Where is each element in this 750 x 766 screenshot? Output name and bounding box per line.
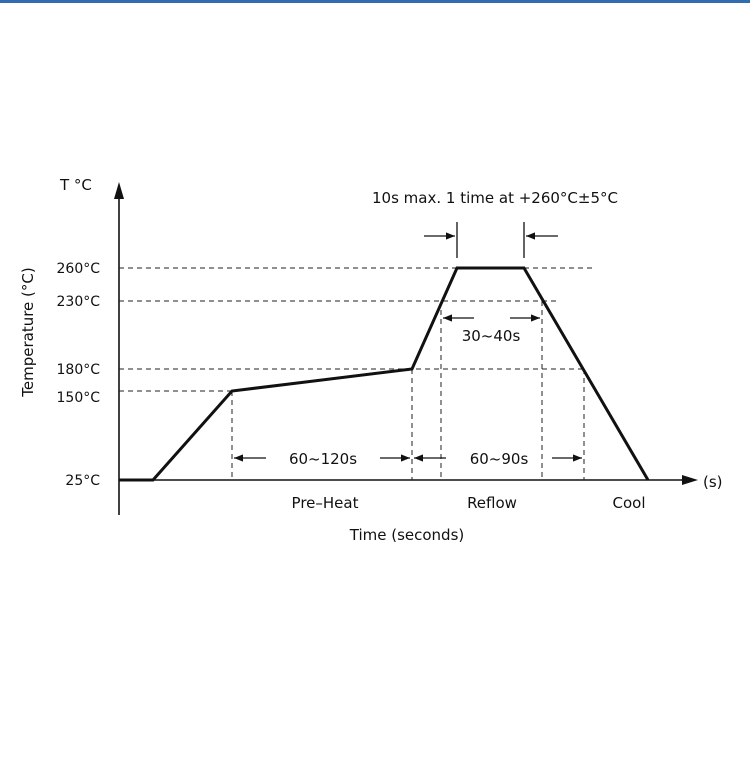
y-axis-unit: T °C <box>59 176 92 194</box>
y-axis-arrowhead <box>114 182 124 199</box>
y-tick-25: 25°C <box>65 473 100 489</box>
y-tick-260: 260°C <box>57 261 101 277</box>
preheat-duration-label: 60~120s <box>289 450 357 468</box>
phase-reflow-label: Reflow <box>467 494 517 512</box>
above230-duration-label: 30~40s <box>462 327 521 345</box>
peak-note-label: 10s max. 1 time at +260°C±5°C <box>372 189 618 207</box>
x-axis-unit: (s) <box>703 473 723 491</box>
x-axis-arrowhead <box>682 475 698 485</box>
phase-preheat-label: Pre–Heat <box>292 494 359 512</box>
y-tick-180: 180°C <box>57 362 101 378</box>
temperature-profile-line <box>119 268 648 480</box>
above180-duration-label: 60~90s <box>470 450 529 468</box>
x-axis-label: Time (seconds) <box>349 526 465 544</box>
y-tick-230: 230°C <box>57 294 101 310</box>
y-axis-label: Temperature (°C) <box>19 267 37 397</box>
phase-cool-label: Cool <box>613 494 646 512</box>
y-tick-150: 150°C <box>57 390 101 406</box>
